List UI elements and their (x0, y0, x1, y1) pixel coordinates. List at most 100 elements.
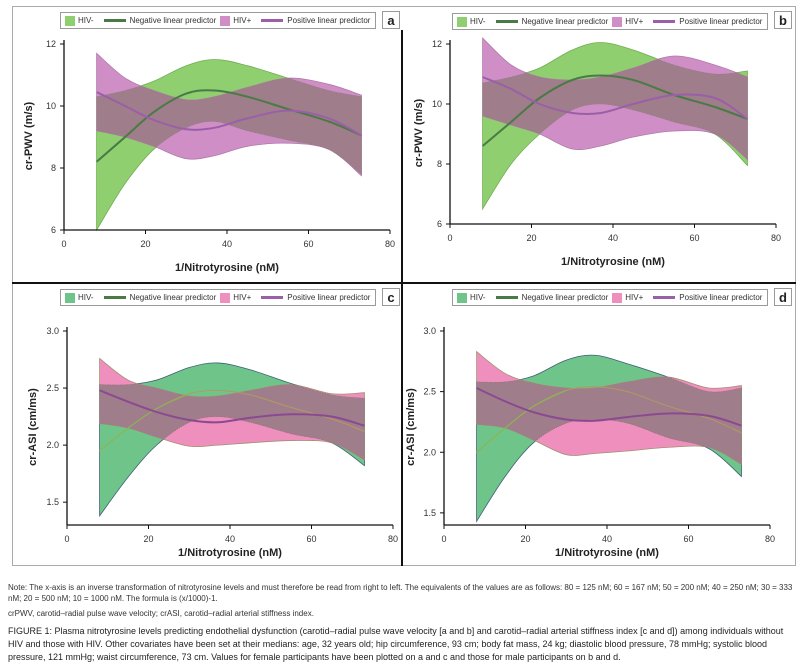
panel-b: HIV- Negative linear predictor HIV+ Positiv… (402, 6, 796, 282)
x-tick-label: 60 (683, 534, 693, 544)
legend-label: Negative linear predictor (129, 293, 217, 302)
legend-item-hiv-positive: HIV+ (612, 16, 644, 27)
x-axis-label: 1/Nitrotyrosine (nM) (555, 547, 659, 559)
y-tick-label: 1.5 (46, 497, 59, 507)
overlap-region (482, 42, 748, 160)
panel-c: HIV- Negative linear predictor HIV+ Positiv… (12, 284, 402, 566)
legend-swatch (65, 292, 75, 303)
legend-label: Positive linear predictor (287, 293, 371, 302)
legend-line-swatch (103, 296, 126, 299)
legend-label: Positive linear predictor (287, 16, 371, 25)
x-tick-label: 80 (771, 233, 781, 243)
y-tick-label: 2.5 (46, 383, 59, 393)
chart-svg: 0 20 40 60 80 1.5 2.0 2.5 3.0 (423, 326, 775, 544)
x-tick-label: 60 (689, 233, 699, 243)
x-tick-label: 80 (385, 239, 395, 249)
legend-line-swatch (103, 19, 126, 22)
negative-predictor-segment (99, 393, 190, 452)
figure-caption: FIGURE 1: Plasma nitrotyrosine levels pr… (8, 626, 784, 662)
legend-item-positive-predictor: Positive linear predictor (255, 16, 370, 25)
x-tick-label: 20 (526, 233, 536, 243)
legend-label: HIV- (78, 293, 94, 302)
x-tick-label: 20 (143, 534, 153, 544)
legend-swatch (612, 292, 623, 303)
note-text: Note: The x-axis is an inverse transform… (8, 583, 793, 603)
legend-item-hiv-positive: HIV+ (612, 292, 644, 303)
x-tick-label: 20 (140, 239, 150, 249)
chart-legend: HIV- Negative linear predictor HIV+ Positiv… (452, 289, 768, 306)
positive-linear-predictor-line (99, 389, 365, 427)
figure-notes: Note: The x-axis is an inverse transform… (8, 582, 798, 668)
positive-linear-predictor-line (96, 91, 362, 137)
chart-svg: 0 20 40 60 80 1.5 2.0 2.5 3.0 (46, 326, 398, 544)
y-tick-label: 2.5 (423, 387, 436, 397)
legend-label: Positive linear predictor (679, 17, 763, 26)
chart-svg: 0 20 40 60 80 6 8 10 12 (432, 37, 781, 243)
y-tick-label: 12 (46, 39, 56, 49)
legend-item-positive-predictor: Positive linear predictor (647, 17, 762, 26)
abbreviations-text: crPWV, carotid–radial pulse wave velocit… (8, 609, 314, 618)
panel-divider-horizontal (12, 282, 796, 284)
legend-swatch (220, 15, 231, 26)
panel-a: HIV- Negative linear predictor HIV+ Positiv… (12, 6, 402, 282)
legend-label: HIV+ (625, 293, 644, 302)
y-tick-label: 8 (51, 163, 56, 173)
legend-item-hiv-negative: HIV- (65, 292, 94, 303)
y-tick-label: 1.5 (423, 508, 436, 518)
y-tick-label: 2.0 (46, 440, 59, 450)
positive-linear-predictor-line (482, 76, 749, 120)
negative-predictor-segment (476, 389, 567, 453)
negative-linear-predictor-line (95, 89, 362, 163)
legend-label: Negative linear predictor (521, 293, 609, 302)
panel-letter: a (382, 11, 400, 29)
y-axis-label: cr-ASI (cm/ms) (26, 388, 39, 466)
y-axis-label: cr-PWV (m/s) (23, 101, 36, 171)
x-tick-label: 40 (602, 534, 612, 544)
x-tick-label: 80 (765, 534, 775, 544)
chart-legend: HIV- Negative linear predictor HIV+ Positiv… (452, 13, 768, 30)
legend-line-swatch (261, 19, 284, 22)
x-tick-label: 20 (520, 534, 530, 544)
panel-letter: c (382, 288, 400, 306)
y-axis-label: cr-ASI (cm/ms) (404, 388, 417, 466)
positive-linear-predictor-line (476, 387, 742, 427)
chart-svg: 0 20 40 60 80 6 8 10 12 (46, 39, 395, 249)
y-tick-label: 6 (437, 219, 442, 229)
legend-label: Negative linear predictor (521, 17, 609, 26)
x-axis-label: 1/Nitrotyrosine (nM) (175, 262, 279, 274)
x-tick-label: 60 (303, 239, 313, 249)
legend-item-negative-predictor: Negative linear predictor (98, 293, 217, 302)
overlap-region (96, 59, 362, 176)
x-tick-label: 40 (608, 233, 618, 243)
legend-line-swatch (261, 296, 284, 299)
legend-item-positive-predictor: Positive linear predictor (647, 293, 762, 302)
x-axis-label: 1/Nitrotyrosine (nM) (561, 256, 665, 268)
legend-item-negative-predictor: Negative linear predictor (98, 16, 217, 25)
y-tick-label: 3.0 (423, 326, 436, 336)
y-tick-label: 8 (437, 159, 442, 169)
chart-legend: HIV- Negative linear predictor HIV+ Positiv… (60, 289, 376, 306)
y-tick-label: 10 (46, 101, 56, 111)
legend-label: Positive linear predictor (679, 293, 763, 302)
x-tick-label: 60 (306, 534, 316, 544)
legend-label: HIV- (470, 293, 486, 302)
y-tick-label: 10 (432, 99, 442, 109)
y-tick-label: 3.0 (46, 326, 59, 336)
chart-legend: HIV- Negative linear predictor HIV+ Positiv… (60, 12, 376, 29)
legend-label: Negative linear predictor (129, 16, 217, 25)
legend-line-swatch (495, 296, 518, 299)
legend-label: HIV+ (625, 17, 644, 26)
legend-label: HIV+ (233, 16, 252, 25)
y-tick-label: 12 (432, 39, 442, 49)
legend-item-positive-predictor: Positive linear predictor (255, 293, 370, 302)
legend-swatch (612, 16, 623, 27)
x-tick-label: 0 (64, 534, 69, 544)
legend-line-swatch (653, 20, 676, 23)
figure-frame (12, 6, 796, 566)
legend-item-hiv-positive: HIV+ (220, 15, 252, 26)
legend-item-hiv-negative: HIV- (65, 15, 94, 26)
legend-line-swatch (495, 20, 518, 23)
x-tick-label: 40 (225, 534, 235, 544)
y-axis-label: cr-PWV (m/s) (413, 98, 426, 168)
legend-swatch (220, 292, 231, 303)
